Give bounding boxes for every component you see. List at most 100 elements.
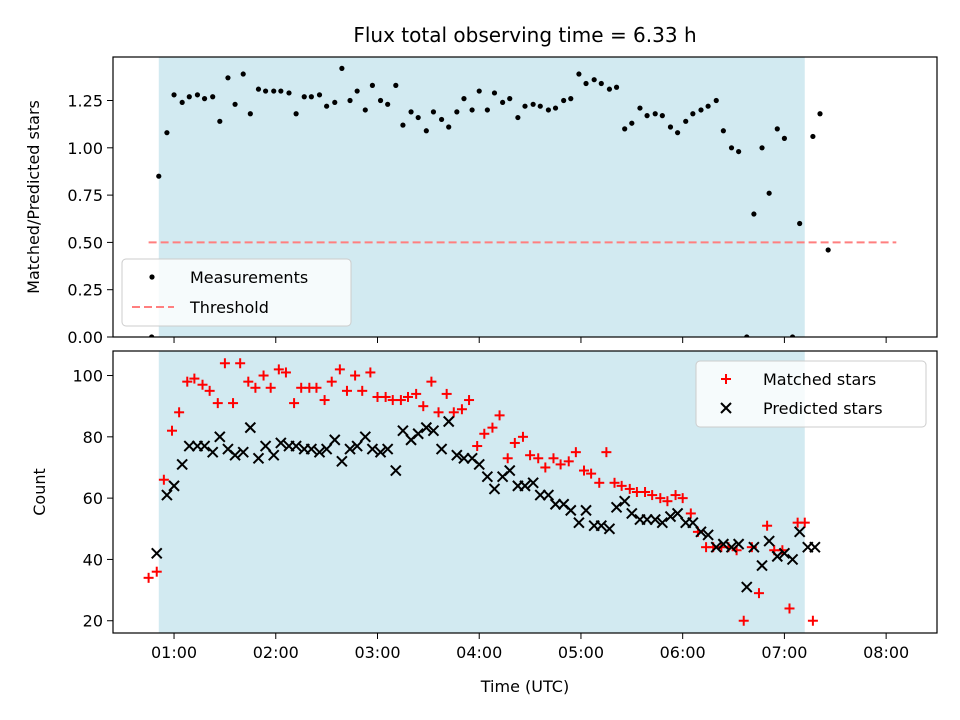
y-tick-label: 100 bbox=[72, 367, 103, 386]
measurement-point bbox=[316, 92, 323, 98]
predicted-star-point bbox=[381, 443, 394, 455]
matched-star-point bbox=[280, 367, 291, 378]
x-tick-label: 08:00 bbox=[863, 643, 909, 662]
measurement-point bbox=[606, 86, 613, 92]
matched-star-point bbox=[655, 493, 666, 504]
predicted-star-point bbox=[359, 431, 371, 443]
predicted-star-point bbox=[268, 449, 280, 461]
measurement-point bbox=[286, 90, 292, 96]
measurement-point bbox=[591, 77, 597, 83]
matched-star-point bbox=[784, 603, 795, 614]
measurement-point bbox=[347, 97, 353, 104]
matched-star-point bbox=[487, 422, 498, 433]
measurement-point bbox=[430, 109, 437, 115]
matched-star-point bbox=[456, 404, 467, 415]
y-tick-label: 40 bbox=[83, 550, 103, 569]
x-tick-label: 07:00 bbox=[761, 643, 807, 662]
measurement-point bbox=[271, 88, 277, 94]
upper-panel: 0.00 0.25 0.50 0.75 1.00 1.25 Matched/Predict… bbox=[24, 56, 938, 347]
predicted-star-point bbox=[244, 421, 257, 434]
measurement-point bbox=[385, 101, 391, 107]
measurement-point bbox=[576, 71, 582, 77]
measurement-point bbox=[400, 122, 406, 128]
matched-star-point bbox=[640, 487, 651, 497]
predicted-star-point bbox=[504, 464, 516, 477]
measurement-point bbox=[652, 111, 658, 117]
upper-plot-area bbox=[148, 65, 897, 337]
matched-star-point bbox=[579, 465, 590, 476]
matched-star-point bbox=[441, 388, 452, 399]
measurement-point bbox=[491, 90, 498, 96]
measurement-point bbox=[423, 128, 429, 134]
predicted-star-point bbox=[252, 452, 265, 464]
measurement-point bbox=[515, 114, 521, 121]
predicted-star-point bbox=[176, 458, 188, 471]
measurement-point bbox=[713, 97, 719, 104]
measurement-point bbox=[217, 118, 223, 124]
predicted-star-point bbox=[786, 553, 799, 566]
matched-star-point bbox=[555, 459, 566, 470]
matched-star-point bbox=[319, 395, 330, 406]
matched-star-point bbox=[273, 364, 284, 375]
measurement-point bbox=[324, 103, 330, 109]
predicted-star-point bbox=[290, 440, 302, 452]
measurement-point bbox=[568, 96, 574, 102]
matched-star-point bbox=[411, 388, 422, 399]
lower-y-ticks: 20 40 60 80 100 bbox=[72, 367, 113, 631]
predicted-star-point bbox=[519, 480, 531, 492]
legend-predicted-marker bbox=[720, 402, 732, 414]
predicted-star-point bbox=[259, 440, 272, 452]
measurement-point bbox=[598, 80, 604, 87]
predicted-star-point bbox=[397, 424, 409, 437]
predicted-star-point bbox=[374, 446, 387, 458]
matched-star-point bbox=[685, 508, 696, 519]
predicted-star-point bbox=[664, 510, 677, 523]
lower-legend: Matched stars Predicted stars bbox=[695, 360, 927, 428]
measurement-point bbox=[454, 109, 460, 115]
x-tick-label: 01:00 bbox=[151, 643, 197, 662]
matched-star-point bbox=[753, 588, 764, 599]
predicted-star-point bbox=[603, 523, 616, 535]
measurement-point bbox=[255, 86, 262, 92]
predicted-star-point bbox=[756, 559, 768, 572]
predicted-star-point bbox=[809, 541, 821, 553]
measurement-point bbox=[500, 99, 506, 106]
lower-x-ticks: 01:00 02:00 03:00 04:00 05:00 06:00 07:00 08:00 bbox=[151, 633, 909, 662]
legend-measurements-label: Measurements bbox=[190, 268, 308, 287]
measurement-point bbox=[149, 334, 155, 337]
predicted-star-point bbox=[549, 498, 562, 510]
measurement-point bbox=[751, 211, 757, 217]
matched-star-point bbox=[540, 462, 551, 473]
predicted-star-point bbox=[336, 455, 348, 468]
matched-star-point bbox=[601, 447, 612, 458]
legend-matched-label: Matched stars bbox=[763, 370, 876, 389]
legend-x-glyph bbox=[720, 402, 732, 414]
lower-axes-frame bbox=[112, 350, 938, 634]
matched-star-point bbox=[235, 358, 246, 369]
predicted-star-point bbox=[573, 516, 585, 529]
measurement-point bbox=[408, 109, 414, 115]
predicted-star-point bbox=[161, 489, 173, 501]
y-tick-label: 0.00 bbox=[67, 328, 103, 347]
matched-star-point bbox=[494, 410, 505, 421]
x-axis-label: Time (UTC) bbox=[480, 677, 569, 696]
measurement-point bbox=[720, 128, 726, 134]
matched-star-point bbox=[464, 395, 475, 406]
measurement-point bbox=[377, 97, 384, 104]
measurement-point bbox=[552, 105, 559, 111]
predicted-star-point bbox=[595, 520, 608, 532]
measurement-point bbox=[194, 92, 201, 98]
matched-star-point bbox=[326, 376, 337, 387]
predicted-star-point bbox=[427, 424, 440, 437]
matched-star-point bbox=[174, 407, 185, 418]
measurement-point bbox=[659, 113, 665, 119]
predicted-star-point bbox=[778, 547, 791, 560]
predicted-star-point bbox=[695, 526, 707, 538]
matched-star-point bbox=[426, 376, 437, 387]
matched-star-point bbox=[624, 483, 635, 494]
legend-plus-glyph bbox=[721, 374, 731, 384]
predicted-star-point bbox=[481, 470, 494, 483]
measurement-point bbox=[362, 107, 368, 113]
matched-star-point bbox=[158, 474, 169, 485]
predicted-star-point bbox=[565, 504, 577, 517]
